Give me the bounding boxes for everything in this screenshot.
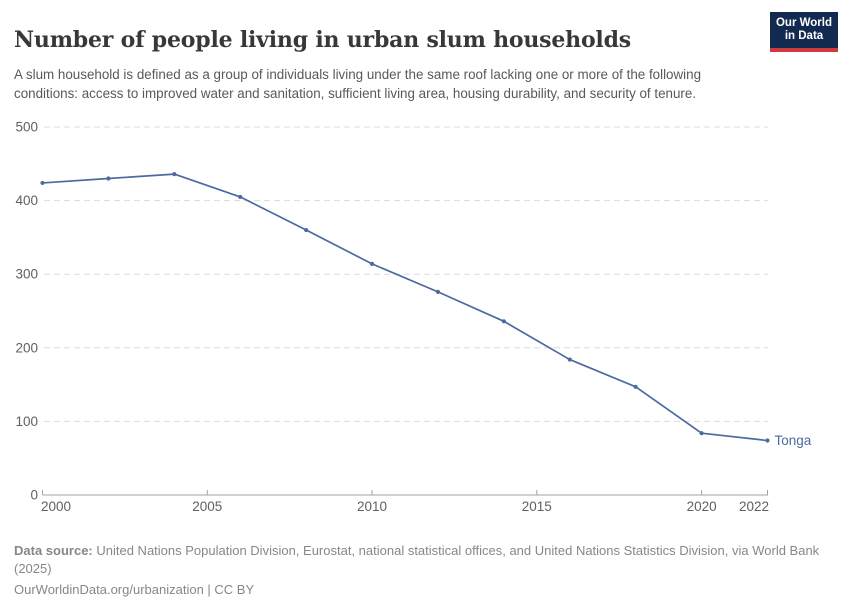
data-point <box>106 176 111 181</box>
data-point <box>172 172 177 177</box>
data-point <box>501 319 506 324</box>
x-axis-tick-label: 2015 <box>522 499 552 514</box>
y-axis-tick-label: 100 <box>15 414 38 429</box>
data-point <box>567 357 572 362</box>
owid-logo: Our World in Data <box>770 12 838 48</box>
data-point <box>304 227 309 233</box>
owid-logo-accent-bar <box>770 48 838 52</box>
y-axis-tick-label: 0 <box>30 488 38 503</box>
data-point <box>435 289 441 294</box>
owid-logo-line2: in Data <box>784 30 824 42</box>
data-point <box>238 194 243 200</box>
line-chart: 0 100 200 300 400 500 2000 2005 2010 2015 2020 2022… <box>0 120 850 520</box>
line-chart-svg: 0 100 200 300 400 500 2000 2005 2010 2015 2020 2022… <box>15 120 812 515</box>
x-axis-tick-label: 2000 <box>41 499 71 514</box>
tonga-line <box>42 173 768 442</box>
chart-subtitle: A slum household is defined as a group o… <box>14 67 702 102</box>
data-point <box>765 438 770 443</box>
data-point <box>369 261 375 266</box>
x-axis-tick-label: 2020 <box>687 499 717 514</box>
data-source: Data source: United Nations Population D… <box>14 542 834 577</box>
data-point <box>633 384 638 389</box>
series-label-tonga: Tonga <box>775 433 812 448</box>
owid-logo-line1: Our World <box>775 17 832 29</box>
y-axis-tick-label: 500 <box>15 120 38 135</box>
x-axis-tick-label: 2005 <box>192 499 222 514</box>
license-note: OurWorldinData.org/urbanization | CC BY <box>14 582 255 597</box>
data-source-prefix: Data source: <box>14 543 93 558</box>
x-axis-tick-label: 2010 <box>357 499 387 514</box>
data-point <box>699 431 704 436</box>
y-axis-tick-label: 200 <box>15 340 38 355</box>
chart-title: Number of people living in urban slum ho… <box>14 26 631 53</box>
y-axis-tick-label: 300 <box>15 267 38 282</box>
data-point <box>40 180 45 186</box>
data-source-text: United Nations Population Division, Euro… <box>14 543 820 576</box>
x-axis-tick-label: 2022 <box>739 499 769 514</box>
y-axis-tick-label: 400 <box>15 193 38 208</box>
